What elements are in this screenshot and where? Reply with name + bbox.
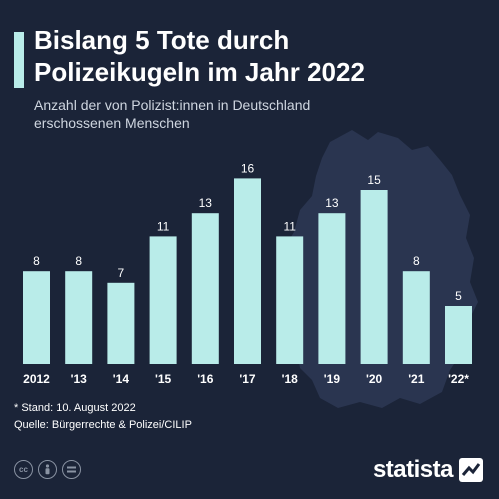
x-tick-label-9: '21 — [408, 372, 425, 386]
chart-title: Bislang 5 Tote durch Polizeikugeln im Ja… — [34, 24, 474, 88]
bar-6 — [276, 236, 304, 364]
brand-name: statista — [372, 456, 454, 483]
x-tick-label-0: 2012 — [23, 372, 50, 386]
bar-value-label-0: 8 — [33, 254, 40, 268]
bar-1 — [65, 271, 93, 364]
subtitle-line-1: Anzahl der von Polizist:innen in Deutsch… — [34, 97, 311, 113]
bar-value-label-6: 11 — [283, 219, 296, 233]
bar-value-label-3: 11 — [157, 219, 170, 233]
bar-2 — [107, 282, 135, 364]
x-tick-label-2: '14 — [113, 372, 130, 386]
bar-value-label-10: 5 — [455, 289, 462, 303]
statista-logo-icon — [459, 458, 483, 482]
footnote-note: * Stand: 10. August 2022 — [14, 402, 136, 414]
bar-9 — [402, 271, 430, 364]
no-derivatives-icon[interactable] — [62, 460, 81, 479]
footnote-source: Quelle: Bürgerrechte & Polizei/CILIP — [14, 419, 192, 431]
title-accent-bar — [14, 32, 24, 88]
title-line-1: Bislang 5 Tote durch — [34, 25, 290, 55]
title-line-2: Polizeikugeln im Jahr 2022 — [34, 57, 365, 87]
x-tick-label-4: '16 — [197, 372, 214, 386]
bar-value-label-2: 7 — [118, 266, 125, 280]
footnote: * Stand: 10. August 2022 Quelle: Bürgerr… — [14, 400, 192, 434]
bar-value-label-1: 8 — [75, 254, 82, 268]
bar-value-label-4: 13 — [199, 196, 213, 210]
bar-10 — [445, 306, 472, 364]
subtitle-line-2: erschossenen Menschen — [34, 115, 190, 131]
bar-4 — [191, 213, 219, 364]
bar-0 — [23, 271, 50, 364]
x-tick-label-6: '18 — [282, 372, 299, 386]
x-tick-label-3: '15 — [155, 372, 172, 386]
x-tick-label-8: '20 — [366, 372, 383, 386]
bar-5 — [234, 178, 261, 364]
bar-value-label-5: 16 — [241, 161, 255, 175]
bar-value-label-8: 15 — [367, 173, 381, 187]
bar-7 — [318, 213, 346, 364]
attribution-icon[interactable] — [38, 460, 57, 479]
x-tick-label-7: '19 — [324, 372, 341, 386]
bar-3 — [149, 236, 177, 364]
bar-8 — [360, 190, 388, 364]
x-tick-label-1: '13 — [71, 372, 88, 386]
creative-commons-icon[interactable]: cc — [14, 460, 33, 479]
statista-brand[interactable]: statista — [373, 456, 483, 484]
bar-value-label-7: 13 — [325, 196, 339, 210]
chart-subtitle: Anzahl der von Polizist:innen in Deutsch… — [34, 96, 474, 132]
x-tick-label-5: '17 — [239, 372, 256, 386]
license-icons: cc — [14, 460, 81, 479]
bar-value-label-9: 8 — [413, 254, 420, 268]
x-tick-label-10: '22* — [448, 372, 469, 386]
